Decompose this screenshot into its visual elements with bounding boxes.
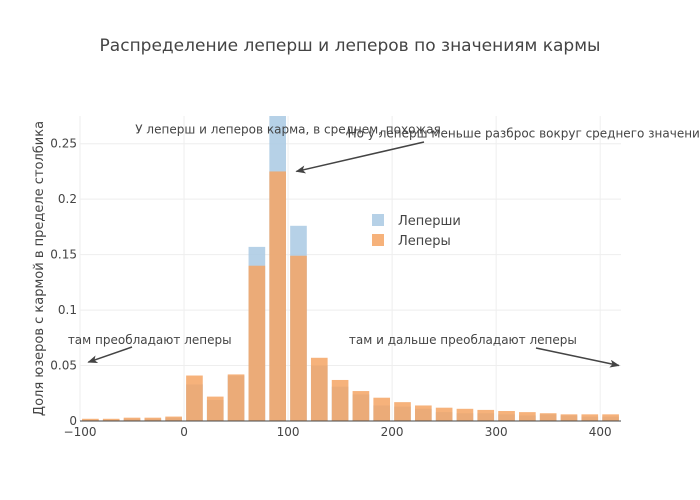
axes: 00.050.10.150.20.25−100 0 100 200 300 400Доля… [32,121,621,439]
bar-lepery [123,417,141,421]
bar-lepery [102,418,120,421]
bar-lepery [310,357,328,421]
legend: Леперши Леперы [372,214,461,249]
bar-lepery [539,413,557,421]
annotations: У леперш и леперов карма, в среднем, пох… [68,122,700,368]
y-tick-label: 0.15 [50,248,77,262]
bar-lepery [581,414,599,421]
legend-label: Леперши [398,214,461,229]
x-tick-label: 300 [485,425,508,439]
bar-lepery [165,416,182,421]
annotation-text: там преобладают леперы [68,333,232,347]
bar-lepery [352,391,370,421]
x-tick-label: 400 [589,425,612,439]
y-tick-label: 0.2 [58,192,77,206]
bars [82,116,619,421]
bar-lepery [206,396,224,421]
bar-lepery [602,414,619,421]
bar-lepery [435,407,453,421]
x-tick-label: 200 [381,425,404,439]
y-axis-label: Доля юзеров с кармой в пределе столбика [32,121,47,416]
bar-lepery [227,374,245,421]
bar-lepery [560,414,578,421]
legend-swatch [372,214,384,226]
bar-lepery [144,417,162,421]
bar-lepery [477,409,495,421]
annotation-text: там и дальше преобладают леперы [349,333,577,347]
bar-lepery [290,255,307,421]
y-tick-label: 0.25 [50,137,77,151]
annotation-arrow [535,347,620,368]
y-tick-label: 0.1 [58,303,77,317]
y-tick-label: 0 [69,414,77,428]
bar-lepery [394,402,411,421]
bar-lepery [519,412,536,421]
chart-title: Распределение леперш и леперов по значен… [99,36,601,56]
legend-label: Леперы [398,234,451,249]
bar-lepery [186,375,203,421]
x-tick-label: 100 [277,425,300,439]
x-tick-label: 0 [180,425,188,439]
bar-lepery [331,379,349,421]
legend-swatch [372,234,384,246]
annotation-text: Но у леперш меньше разброс вокруг средне… [348,127,700,141]
bar-lepery [82,418,99,421]
grid-lines [79,116,621,422]
bar-lepery [269,171,286,421]
annotation-arrow [87,346,133,364]
bar-lepery [248,265,266,421]
bar-lepery [456,408,474,421]
x-tick-label: −100 [64,425,97,439]
bar-lepery [498,411,515,421]
annotation-text: У леперш и леперов карма, в среднем, пох… [135,122,441,136]
bar-lepery [373,397,391,421]
y-tick-label: 0.05 [50,359,77,373]
bar-lepery [415,405,432,421]
annotation-arrow [295,141,425,174]
